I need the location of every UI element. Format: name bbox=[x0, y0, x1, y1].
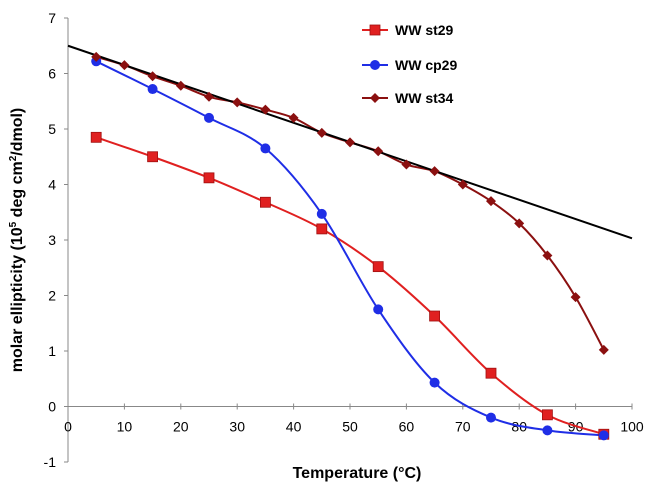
y-axis-title-superscript-2: 2 bbox=[8, 155, 19, 161]
y-tick-label: -1 bbox=[44, 454, 57, 470]
data-point-series-2 bbox=[316, 208, 327, 219]
x-tick-label: 20 bbox=[173, 419, 189, 435]
data-point-series-1 bbox=[90, 131, 102, 143]
data-point-series-3 bbox=[457, 179, 468, 190]
y-tick-label: 0 bbox=[48, 399, 56, 415]
data-point-series-3 bbox=[514, 218, 525, 229]
data-point-series-2 bbox=[429, 377, 440, 388]
y-axis-title-end: /dmol) bbox=[9, 108, 26, 156]
legend-marker bbox=[370, 93, 380, 103]
x-tick-label: 10 bbox=[117, 419, 133, 435]
y-tick-label: 2 bbox=[48, 288, 56, 304]
plot-axes bbox=[64, 17, 633, 463]
legend-label: WW st29 bbox=[395, 22, 454, 38]
data-point-series-2 bbox=[260, 143, 271, 154]
x-tick-label: 60 bbox=[399, 419, 415, 435]
data-point-series-3 bbox=[119, 60, 130, 71]
y-tick-label: 4 bbox=[48, 177, 56, 193]
y-tick-label: 7 bbox=[48, 10, 56, 26]
data-point-series-1 bbox=[372, 261, 384, 273]
data-point-series-3 bbox=[91, 51, 102, 62]
data-point-series-3 bbox=[147, 71, 158, 82]
x-tick-label: 50 bbox=[342, 419, 358, 435]
series-lines bbox=[67, 44, 633, 437]
legend-marker bbox=[369, 24, 381, 36]
x-tick-label: 70 bbox=[455, 419, 471, 435]
data-point-series-1 bbox=[542, 409, 553, 421]
data-point-series-3 bbox=[316, 127, 327, 138]
data-point-series-2 bbox=[373, 304, 384, 315]
y-tick-label: 5 bbox=[48, 121, 56, 137]
data-point-series-1 bbox=[203, 172, 215, 184]
data-point-series-3 bbox=[598, 344, 609, 355]
x-axis-title: Temperature (°C) bbox=[293, 465, 422, 482]
data-point-series-3 bbox=[373, 146, 384, 157]
series-line-1 bbox=[95, 136, 605, 436]
series-line-2 bbox=[95, 60, 604, 437]
data-point-series-2 bbox=[204, 112, 214, 123]
data-point-series-3 bbox=[345, 137, 355, 148]
data-point-series-1 bbox=[316, 223, 328, 235]
data-point-series-1 bbox=[485, 367, 497, 379]
data-point-series-3 bbox=[232, 97, 243, 108]
data-point-series-3 bbox=[429, 166, 440, 177]
legend-label: WW cp29 bbox=[395, 57, 457, 73]
y-tick-label: 3 bbox=[48, 232, 56, 248]
x-tick-label: 0 bbox=[64, 419, 72, 435]
data-point-series-1 bbox=[259, 196, 271, 208]
x-tick-label: 100 bbox=[620, 419, 644, 435]
data-point-series-3 bbox=[204, 91, 214, 102]
y-axis-title: molar ellipticity (105 deg cm2/dmol) bbox=[8, 108, 26, 373]
data-point-series-3 bbox=[401, 159, 412, 170]
legend-label: WW st34 bbox=[395, 90, 454, 106]
data-point-series-3 bbox=[260, 104, 271, 115]
data-point-series-3 bbox=[288, 112, 299, 123]
data-point-series-2 bbox=[542, 425, 553, 436]
y-tick-labels: -1 0 1 2 3 4 5 6 7 bbox=[44, 10, 57, 470]
y-axis-title-main: molar ellipticity (10 bbox=[9, 227, 26, 372]
data-point-series-1 bbox=[147, 151, 159, 163]
y-tick-label: 1 bbox=[48, 343, 56, 359]
data-point-series-2 bbox=[598, 430, 609, 441]
data-point-series-3 bbox=[570, 292, 581, 303]
legend-marker bbox=[370, 60, 380, 70]
legend: WW st29 WW cp29 WW st34 bbox=[362, 22, 457, 106]
x-tick-label: 30 bbox=[229, 419, 245, 435]
y-axis-title-superscript: 5 bbox=[8, 221, 19, 227]
x-tick-labels: 0 10 20 30 40 50 60 70 80 90 100 bbox=[64, 419, 644, 435]
data-point-series-3 bbox=[175, 80, 186, 91]
y-axis-title-mid: deg cm bbox=[9, 161, 26, 221]
series-markers bbox=[90, 51, 610, 441]
data-point-series-3 bbox=[486, 196, 496, 207]
data-point-series-3 bbox=[542, 250, 553, 261]
data-point-series-1 bbox=[429, 310, 441, 322]
data-point-series-2 bbox=[147, 84, 158, 95]
data-point-series-2 bbox=[486, 412, 496, 423]
y-tick-label: 6 bbox=[48, 66, 56, 82]
x-tick-label: 40 bbox=[286, 419, 302, 435]
